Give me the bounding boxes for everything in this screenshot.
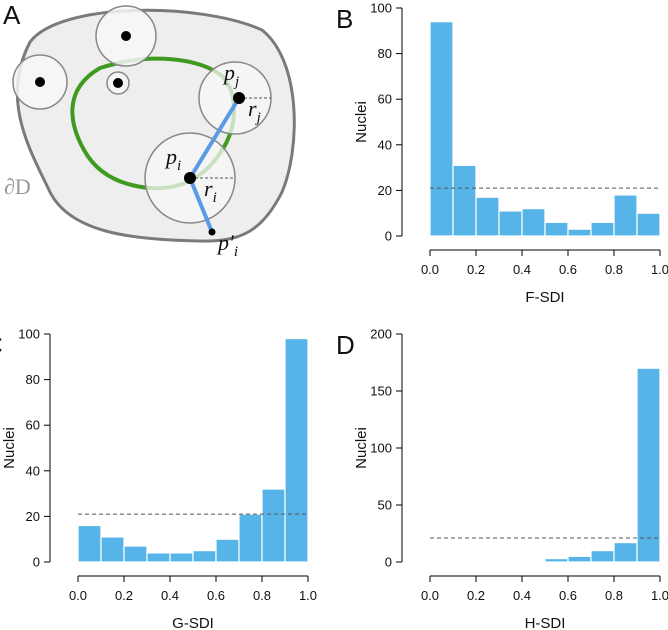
y-tick-label: 60 [378,92,392,107]
dot [184,172,196,184]
dot [121,31,131,41]
label-main: r [248,96,257,121]
y-tick-label: 0 [385,229,392,244]
y-tick-label: 100 [370,441,392,456]
x-tick-label: 0.0 [421,588,439,603]
x-tick-label: 0.8 [605,262,623,277]
bar [567,228,592,237]
bar [284,337,309,563]
label-main: p [164,144,177,169]
y-tick-label: 0 [33,555,40,570]
bar [475,196,500,237]
y-axis-label: Nuclei [1,427,18,469]
math-label: pi [164,144,181,174]
bar [169,552,194,563]
x-tick-label: 0.0 [421,262,439,277]
bar [567,555,592,563]
x-tick-label: 1.0 [651,262,668,277]
x-tick-label: 0.4 [513,588,531,603]
bar [636,367,661,563]
x-tick-label: 0.6 [559,262,577,277]
dot [113,78,123,88]
label-sub: i [213,190,217,206]
x-axis-label: F-SDI [525,289,564,306]
y-tick-label: 20 [26,509,40,524]
math-label: rj [248,96,261,126]
panel-label: B [336,4,353,34]
label-sub: i [234,244,238,260]
math-label: ri [204,176,217,206]
bar [238,513,263,563]
x-axis-label: H-SDI [525,615,566,630]
y-tick-label: 40 [26,463,40,478]
math-label: pj [222,60,239,90]
x-tick-label: 0.6 [207,588,225,603]
x-tick-label: 0.4 [161,588,179,603]
math-label: p′i [216,230,238,260]
x-tick-label: 1.0 [299,588,317,603]
bar [521,560,546,563]
x-tick-label: 0.4 [513,262,531,277]
y-tick-label: 60 [26,418,40,433]
bar [100,536,125,563]
bar [636,212,661,237]
x-tick-label: 0.0 [69,588,87,603]
bar [544,557,569,563]
panel-label: C [0,330,3,360]
panel-label: D [336,330,355,360]
label-sub: i [177,158,181,174]
bar [544,221,569,237]
x-tick-label: 0.2 [467,588,485,603]
label-main: r [204,176,213,201]
x-tick-label: 0.2 [467,262,485,277]
label-main: p′ [216,230,235,255]
dot [208,228,216,236]
y-axis-label: Nuclei [353,427,370,469]
x-tick-label: 0.2 [115,588,133,603]
y-tick-label: 150 [370,384,392,399]
y-tick-label: 100 [370,1,392,16]
boundary-label: ∂D [4,174,31,199]
bar [498,210,523,237]
bar [613,194,638,237]
y-tick-label: 80 [378,46,392,61]
bar [261,488,286,563]
bar [146,552,171,563]
bar [77,524,102,563]
label-sub: j [233,74,239,90]
panel-label: A [3,0,21,30]
y-tick-label: 40 [378,137,392,152]
x-axis-label: G-SDI [172,615,214,630]
bar [590,549,615,563]
y-tick-label: 100 [18,327,40,342]
x-tick-label: 0.8 [253,588,271,603]
y-tick-label: 200 [370,327,392,342]
x-tick-label: 0.6 [559,588,577,603]
y-tick-label: 0 [385,555,392,570]
x-tick-label: 1.0 [651,588,668,603]
dot [233,92,245,104]
label-sub: j [255,110,261,126]
bar [123,545,148,563]
y-tick-label: 50 [378,498,392,513]
bar [475,560,500,563]
bar [429,21,454,237]
bar [452,164,477,237]
y-tick-label: 80 [26,372,40,387]
label-main: p [222,60,235,85]
bar [613,542,638,563]
bar [215,538,240,563]
diagram: A ∂D [3,0,296,243]
bar [192,549,217,563]
x-tick-label: 0.8 [605,588,623,603]
bar [590,221,615,237]
y-tick-label: 20 [378,183,392,198]
y-axis-label: Nuclei [353,101,370,143]
bar [521,208,546,237]
dot [35,77,45,87]
